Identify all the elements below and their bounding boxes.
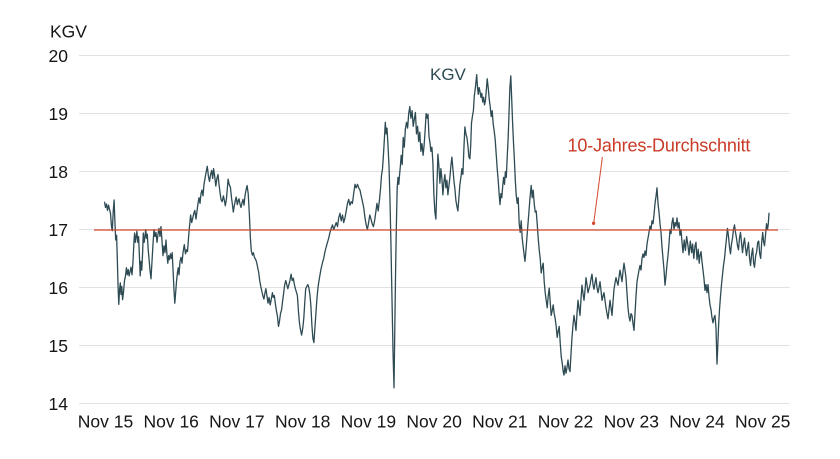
svg-text:18: 18 (49, 162, 68, 182)
svg-text:15: 15 (49, 336, 68, 356)
svg-text:Nov 20: Nov 20 (406, 412, 462, 432)
svg-text:Nov 23: Nov 23 (604, 412, 659, 432)
svg-text:16: 16 (49, 278, 68, 298)
svg-text:Nov 16: Nov 16 (143, 412, 198, 432)
svg-text:Nov 19: Nov 19 (341, 412, 396, 432)
svg-text:KGV: KGV (50, 22, 87, 42)
svg-text:Nov 21: Nov 21 (472, 412, 527, 432)
svg-text:Nov 25: Nov 25 (735, 412, 790, 432)
svg-text:20: 20 (49, 46, 69, 66)
svg-text:Nov 18: Nov 18 (275, 412, 330, 432)
svg-text:19: 19 (49, 104, 68, 124)
svg-text:14: 14 (49, 394, 69, 414)
svg-text:Nov 17: Nov 17 (209, 412, 264, 432)
svg-text:17: 17 (49, 220, 68, 240)
svg-text:KGV: KGV (430, 65, 467, 84)
svg-text:Nov 24: Nov 24 (669, 412, 725, 432)
svg-text:Nov 15: Nov 15 (78, 412, 133, 432)
svg-text:10-Jahres-Durchschnitt: 10-Jahres-Durchschnitt (568, 136, 751, 156)
svg-text:Nov 22: Nov 22 (538, 412, 593, 432)
